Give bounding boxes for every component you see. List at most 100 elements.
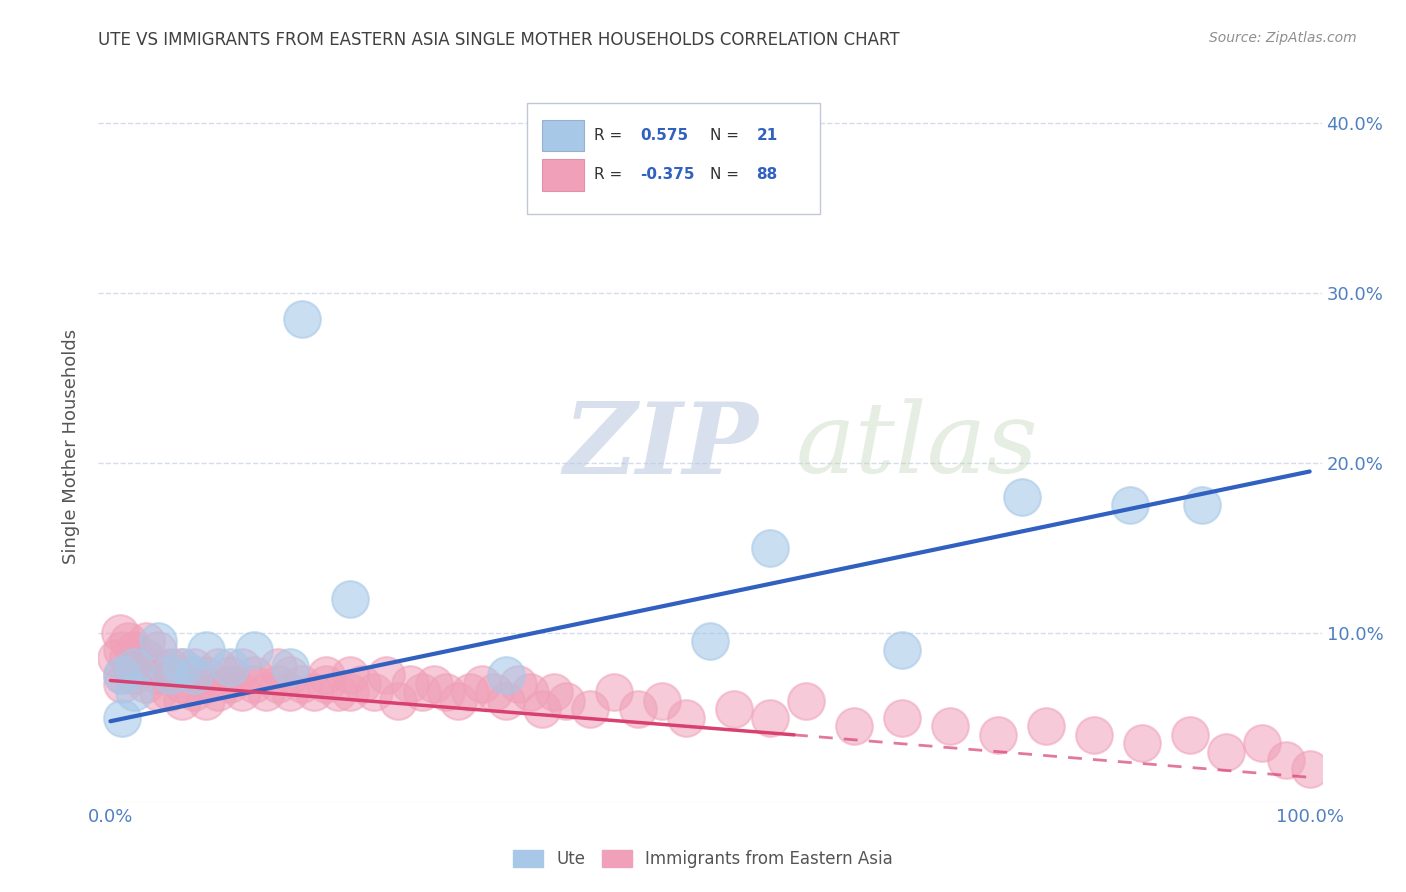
Point <box>231 685 253 699</box>
FancyBboxPatch shape <box>543 159 583 191</box>
Text: R =: R = <box>593 168 627 182</box>
Point <box>172 677 194 691</box>
Point <box>1035 719 1057 733</box>
Point <box>1274 753 1296 767</box>
Point <box>195 694 218 708</box>
Point <box>508 677 530 691</box>
Point <box>124 643 146 657</box>
FancyBboxPatch shape <box>543 120 583 152</box>
Point <box>447 694 470 708</box>
Point <box>148 660 170 674</box>
Point <box>651 694 673 708</box>
Point <box>352 677 374 691</box>
Point <box>1191 499 1213 513</box>
Point <box>1178 728 1201 742</box>
Point <box>124 668 146 682</box>
Point <box>108 626 131 640</box>
Point <box>603 685 626 699</box>
Point <box>267 660 290 674</box>
FancyBboxPatch shape <box>526 103 820 214</box>
Point <box>172 660 194 674</box>
Point <box>434 685 457 699</box>
Point <box>172 694 194 708</box>
Text: N =: N = <box>710 128 744 143</box>
Text: 88: 88 <box>756 168 778 182</box>
Y-axis label: Single Mother Households: Single Mother Households <box>62 328 80 564</box>
Point <box>117 651 139 665</box>
Point <box>148 643 170 657</box>
Point <box>243 668 266 682</box>
Text: -0.375: -0.375 <box>640 168 695 182</box>
Point <box>482 685 505 699</box>
Text: ZIP: ZIP <box>564 398 758 494</box>
Point <box>135 651 157 665</box>
Point <box>759 541 782 555</box>
Point <box>543 685 565 699</box>
Point <box>1083 728 1105 742</box>
Point <box>304 685 326 699</box>
Point <box>890 711 912 725</box>
Point <box>759 711 782 725</box>
Point <box>135 677 157 691</box>
Point <box>278 685 301 699</box>
Point <box>124 685 146 699</box>
Text: R =: R = <box>593 128 627 143</box>
Point <box>315 668 337 682</box>
Point <box>117 634 139 648</box>
Point <box>278 668 301 682</box>
Point <box>579 702 602 716</box>
Point <box>328 685 350 699</box>
Point <box>135 634 157 648</box>
Point <box>1119 499 1142 513</box>
Point <box>495 694 517 708</box>
Point <box>159 668 181 682</box>
Point <box>195 643 218 657</box>
Point <box>339 591 361 606</box>
Point <box>1250 736 1272 750</box>
Point <box>723 702 745 716</box>
Point <box>363 685 385 699</box>
Point <box>129 660 152 674</box>
Point <box>124 660 146 674</box>
Point <box>675 711 697 725</box>
Point <box>315 677 337 691</box>
Point <box>219 668 242 682</box>
Point <box>699 634 721 648</box>
Point <box>231 660 253 674</box>
Point <box>375 668 398 682</box>
Point <box>291 311 314 326</box>
Point <box>111 711 134 725</box>
Point <box>1011 490 1033 504</box>
Point <box>399 677 422 691</box>
Point <box>195 668 218 682</box>
Point <box>159 660 181 674</box>
Point <box>987 728 1010 742</box>
Point <box>423 677 446 691</box>
Point <box>1215 745 1237 759</box>
Point <box>148 668 170 682</box>
Point <box>278 660 301 674</box>
Point <box>411 685 433 699</box>
Text: atlas: atlas <box>796 399 1039 493</box>
Point <box>1130 736 1153 750</box>
Legend: Ute, Immigrants from Eastern Asia: Ute, Immigrants from Eastern Asia <box>506 843 900 875</box>
Point <box>555 694 578 708</box>
Point <box>842 719 865 733</box>
Point <box>794 694 817 708</box>
Point <box>111 677 134 691</box>
Text: UTE VS IMMIGRANTS FROM EASTERN ASIA SINGLE MOTHER HOUSEHOLDS CORRELATION CHART: UTE VS IMMIGRANTS FROM EASTERN ASIA SING… <box>98 31 900 49</box>
Point <box>495 668 517 682</box>
Point <box>207 685 229 699</box>
Point <box>387 694 409 708</box>
Text: 0.575: 0.575 <box>640 128 689 143</box>
Point <box>183 668 205 682</box>
Point <box>243 677 266 691</box>
Point <box>890 643 912 657</box>
Point <box>339 685 361 699</box>
Point <box>1298 762 1320 776</box>
Point <box>105 651 128 665</box>
Point <box>124 660 146 674</box>
Point <box>219 677 242 691</box>
Point <box>159 668 181 682</box>
Point <box>159 685 181 699</box>
